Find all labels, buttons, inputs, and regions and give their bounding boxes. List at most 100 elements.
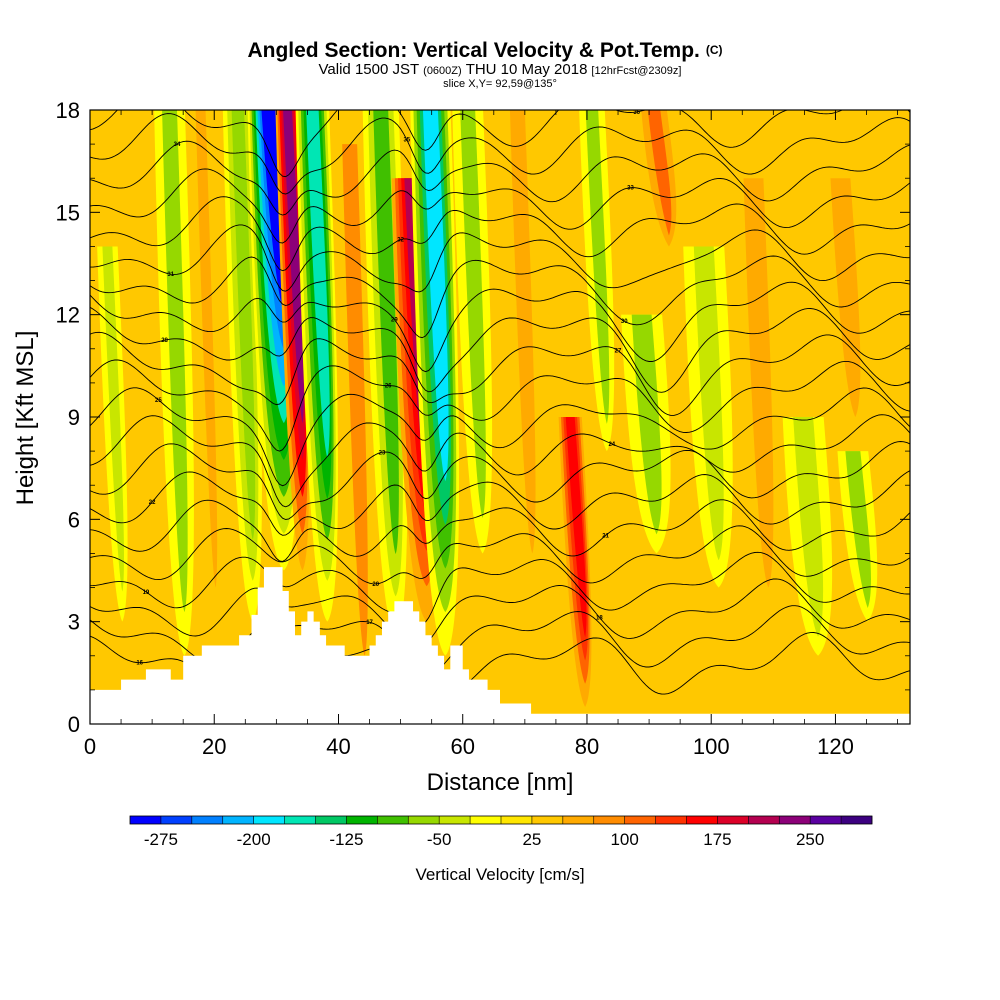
isentrope-line [90,140,910,216]
isentrope-label: 33 [627,186,634,192]
isentrope-label: 16 [136,661,143,667]
isentrope-label: 22 [149,500,156,506]
isentrope-line [90,414,910,508]
y-axis-label: Height [Kft MSL] [12,331,39,506]
y-tick-label: 12 [56,303,80,328]
velocity-contour [231,110,256,540]
velocity-contour [565,417,587,638]
isentrope-line [90,196,910,272]
velocity-contour [283,110,304,424]
velocity-contour [793,417,824,637]
velocity-contour [102,246,124,592]
velocity-band [621,314,671,554]
isentrope-line [90,499,910,562]
colorbar-swatch [222,816,254,824]
velocity-contour [195,110,218,588]
chart-title-unit: (C) [706,43,723,57]
x-tick-label: 20 [202,734,226,759]
isentrope-label: 25 [155,398,162,404]
isentrope-label: 20 [372,582,379,588]
velocity-contour [585,110,610,424]
isentrope-label: 24 [608,442,615,448]
colorbar-swatch [531,816,564,824]
velocity-band [195,110,218,588]
colorbar-tick-label: -200 [237,830,271,849]
isentrope-label: 32 [397,238,404,244]
isentrope-lines: 16 17 18 19 20 21 22 23 24 25 26 27 28 29 30 31 32 33 34 35… [90,110,910,698]
colorbar-swatch [686,816,718,824]
isentrope-line [90,306,910,393]
isentrope-line [90,110,910,178]
velocity-contour [830,178,861,417]
isentrope-label: 27 [615,349,622,355]
colorbar-swatch [377,816,409,824]
terrain [90,567,910,724]
colorbar-swatch [593,816,625,824]
slice-info: slice X,Y= 92,59@135° [443,78,557,90]
velocity-contour [422,110,449,482]
velocity-band [641,110,677,247]
isentrope-line [90,387,910,487]
isentrope-line [90,281,910,373]
colorbar-swatch [253,816,285,824]
colorbar-swatch [191,816,224,824]
y-tick-label: 15 [56,200,80,225]
velocity-band [452,110,493,554]
colorbar-swatch [624,816,656,824]
isentrope-label: 30 [621,319,628,325]
isentrope-line [90,255,910,339]
velocity-contour [342,144,368,656]
isentrope-line [90,331,910,416]
colorbar-swatch [655,816,687,824]
isentrope-line [90,441,910,520]
colorbar-swatch [748,816,780,824]
colorbar-swatch [284,816,316,824]
chart-subtitle: Valid 1500 JST (0600Z) THU 10 May 2018 [12h… [319,61,682,78]
velocity-band [410,110,460,656]
isentrope-line [90,525,910,585]
y-tick-label: 0 [68,712,80,737]
x-tick-label: 40 [326,734,350,759]
colorbar-tick-label: 175 [703,830,731,849]
velocity-contour [693,246,724,561]
velocity-contour [631,314,662,535]
y-tick-label: 9 [68,405,80,430]
velocity-band [830,178,861,417]
isentrope-label: 23 [379,450,386,456]
y-tick-label: 18 [56,98,80,123]
isentrope-label: 26 [385,384,392,390]
velocity-contour [509,110,536,554]
colorbar-swatch [779,816,811,824]
isentrope-label: 35 [403,138,410,144]
velocity-contour [845,451,871,609]
isentrope-line [90,578,910,647]
velocity-contour [647,110,672,236]
x-tick-label: 60 [450,734,474,759]
colorbar-swatch [346,816,378,824]
plot-area: 16 17 18 19 20 21 22 23 24 25 26 27 28 29 30 31 32 33 34 35… [90,110,910,724]
isentrope-label: 28 [161,338,168,344]
colorbar-tick-label: -125 [329,830,363,849]
isentrope-label: 36 [633,110,640,116]
isentrope-line [90,551,910,626]
isentrope-label: 17 [366,620,373,626]
isentrope-label: 18 [596,615,603,621]
isentrope-label: 34 [174,142,181,148]
colorbar-swatch [315,816,347,824]
velocity-band [295,110,339,622]
velocity-band [782,417,833,656]
velocity-band [579,110,615,452]
velocity-contour [306,110,330,458]
colorbar-swatch [470,816,502,824]
y-tick-label: 6 [68,507,80,532]
colorbar-tick-label: -50 [427,830,452,849]
colorbar-swatch [717,816,749,824]
x-tick-label: 100 [693,734,730,759]
y-tick-label: 3 [68,610,80,635]
colorbar: -275 -200 -125 -50 25 100 175 250 [129,815,873,849]
isentrope-label: 19 [143,590,150,596]
x-axis-ticks: 0 20 40 60 80 100 120 [84,110,898,759]
velocity-band [743,178,774,588]
colorbar-swatch [408,816,440,824]
